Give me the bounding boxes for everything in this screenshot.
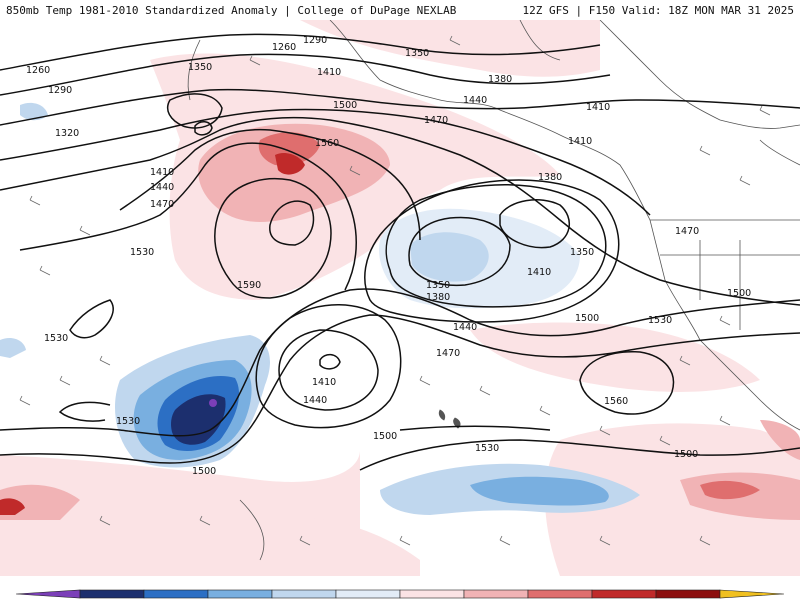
contour-label: 1380 <box>426 292 450 303</box>
contour-label: 1530 <box>44 333 68 344</box>
colorbar-swatch <box>463 589 529 599</box>
contour-label: 1350 <box>570 247 594 258</box>
contour-label: 1560 <box>604 396 628 407</box>
contour-label: 1440 <box>303 395 327 406</box>
contour-label: 1500 <box>575 313 599 324</box>
contour-label: 1560 <box>315 138 339 149</box>
contour-labels: 1260 1290 1350 1410 1260 1290 1350 1380 … <box>26 35 751 477</box>
contour-label: 1380 <box>488 74 512 85</box>
contour-label: 1350 <box>188 62 212 73</box>
colorbar-swatch <box>655 589 721 599</box>
contour-label: 1410 <box>586 102 610 113</box>
contour-label: 1440 <box>150 182 174 193</box>
contour-label: 1350 <box>405 48 429 59</box>
contour-label: 1500 <box>373 431 397 442</box>
wind-barbs <box>19 35 771 546</box>
map-header: 850mb Temp 1981-2010 Standardized Anomal… <box>0 0 800 20</box>
title-right: 12Z GFS | F150 Valid: 18Z MON MAR 31 202… <box>522 4 794 17</box>
title-left: 850mb Temp 1981-2010 Standardized Anomal… <box>6 4 457 17</box>
colorbar-swatch <box>79 589 145 599</box>
contour-label: 1500 <box>727 288 751 299</box>
contour-label: 1530 <box>116 416 140 427</box>
contour-label: 1470 <box>150 199 174 210</box>
contour-label: 1410 <box>317 67 341 78</box>
colorbar-swatch <box>207 589 273 599</box>
colorbar-swatch <box>399 589 465 599</box>
contour-label: 1500 <box>674 449 698 460</box>
contour-label: 1590 <box>237 280 261 291</box>
colorbar-swatch <box>335 589 401 599</box>
contour-label: 1410 <box>150 167 174 178</box>
contour-label: 1470 <box>424 115 448 126</box>
contour-label: 1320 <box>55 128 79 139</box>
contour-label: 1440 <box>453 322 477 333</box>
contour-label: 1530 <box>130 247 154 258</box>
weather-map: 1260 1290 1350 1410 1260 1290 1350 1380 … <box>0 20 800 576</box>
colorbar-swatch <box>527 589 593 599</box>
colorbar-swatch <box>271 589 337 599</box>
contour-label: 1530 <box>648 315 672 326</box>
contour-label: 1290 <box>48 85 72 96</box>
contour-label: 1500 <box>333 100 357 111</box>
colorbar <box>0 576 800 600</box>
contour-label: 1350 <box>426 280 450 291</box>
colorbar-swatch <box>15 589 81 599</box>
contour-label: 1380 <box>538 172 562 183</box>
contour-label: 1530 <box>475 443 499 454</box>
contour-label: 1410 <box>527 267 551 278</box>
height-contours <box>0 33 800 471</box>
contour-label: 1500 <box>192 466 216 477</box>
contour-label: 1410 <box>312 377 336 388</box>
contour-label: 1410 <box>568 136 592 147</box>
colorbar-swatch <box>591 589 657 599</box>
contour-label: 1440 <box>463 95 487 106</box>
contour-label: 1470 <box>436 348 460 359</box>
colorbar-swatch <box>719 589 785 599</box>
contour-label: 1260 <box>272 42 296 53</box>
contour-label: 1260 <box>26 65 50 76</box>
colorbar-swatch <box>143 589 209 599</box>
contour-label: 1290 <box>303 35 327 46</box>
contour-label: 1470 <box>675 226 699 237</box>
anomaly-shading <box>0 20 800 576</box>
